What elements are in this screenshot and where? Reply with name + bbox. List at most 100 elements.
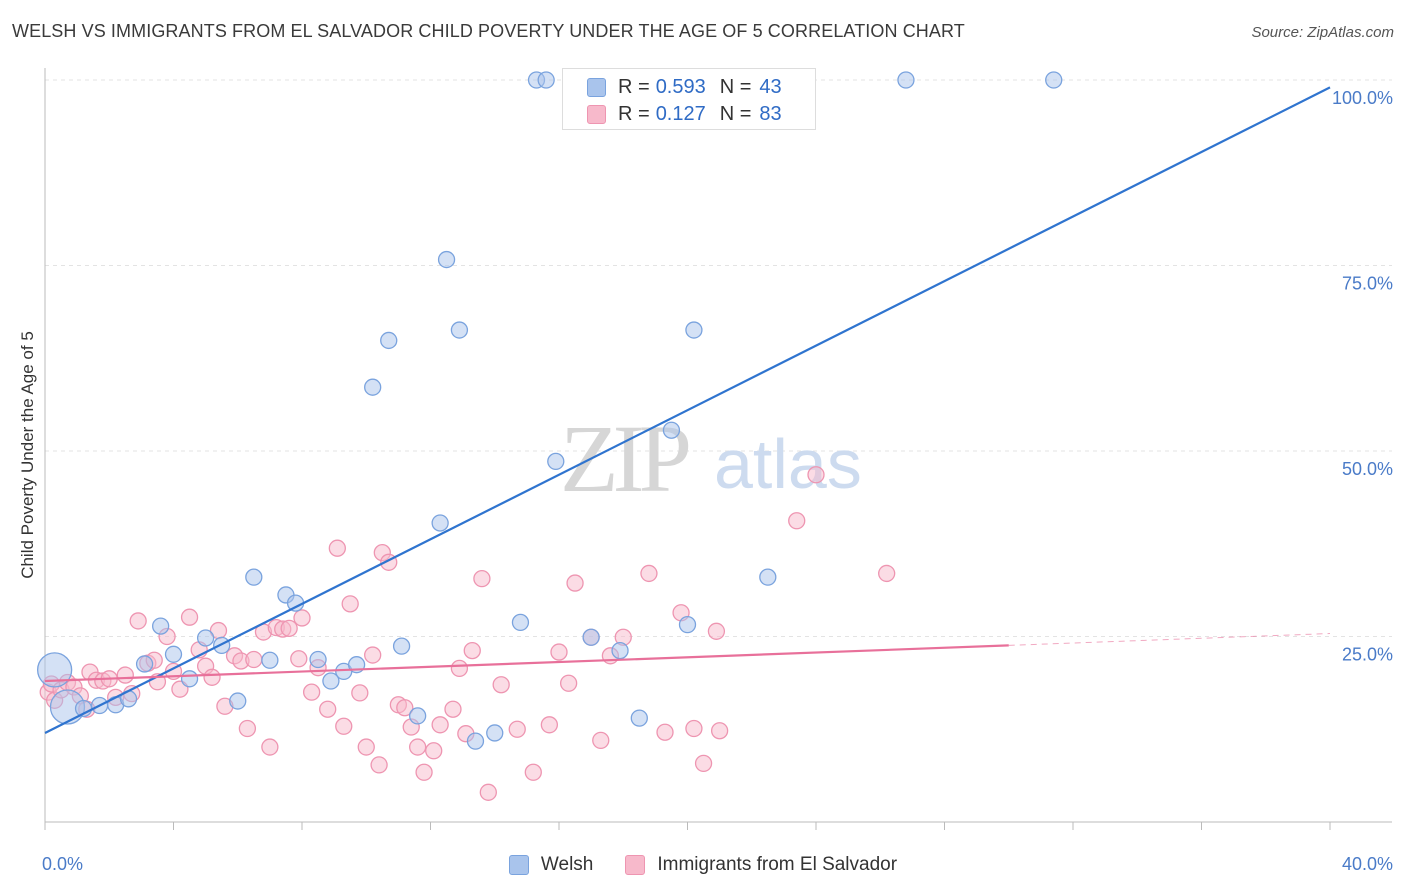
- salvador-point: [640, 564, 658, 583]
- salvador-point: [293, 609, 311, 627]
- tick-labels: 25.0% 50.0% 75.0% 100.0% 0.0% 40.0%: [42, 88, 1393, 874]
- legend-item-welsh[interactable]: Welsh: [508, 854, 593, 876]
- y-tick-label: 100.0%: [1332, 88, 1393, 108]
- salvador-point: [492, 676, 510, 694]
- salvador-point: [878, 564, 896, 583]
- salvador-point: [710, 722, 729, 740]
- salvador-point: [425, 742, 443, 760]
- legend-swatch-welsh: [508, 855, 529, 875]
- x-tick-label: 0.0%: [42, 854, 83, 874]
- salvador-point: [694, 754, 713, 773]
- salvador-trend-extension: [1008, 633, 1331, 646]
- welsh-point: [450, 321, 469, 339]
- welsh-point: [180, 670, 199, 688]
- salvador-point: [524, 763, 542, 781]
- x-tick-label: 40.0%: [1342, 854, 1393, 874]
- salvador-point: [559, 674, 578, 692]
- salvador-point: [245, 650, 263, 669]
- welsh-point: [261, 651, 279, 669]
- welsh-point: [164, 645, 183, 663]
- salvador-point: [290, 650, 308, 668]
- y-axis-title: Child Poverty Under the Age of 5: [18, 331, 37, 579]
- welsh-point: [486, 724, 504, 742]
- legend-r-label: R =: [618, 102, 650, 125]
- salvador-point: [450, 659, 469, 678]
- welsh-point: [431, 514, 449, 532]
- salvador-point: [444, 700, 462, 718]
- salvador-point: [540, 716, 559, 734]
- chart-title: WELSH VS IMMIGRANTS FROM EL SALVADOR CHI…: [12, 21, 965, 41]
- salvador-point: [180, 608, 199, 626]
- salvador-point: [357, 738, 375, 756]
- legend-row-salvador: R = 0.127 N = 83: [587, 102, 782, 126]
- salvador-point: [328, 539, 346, 557]
- salvador-point: [408, 738, 427, 756]
- legend-n-value: 43: [759, 75, 782, 98]
- salvador-point: [550, 643, 568, 661]
- salvador-point: [364, 646, 382, 664]
- legend-series: Welsh Immigrants from El Salvador: [0, 852, 1406, 878]
- salvador-point: [463, 641, 481, 660]
- salvador-point: [807, 466, 825, 484]
- welsh-point: [135, 655, 154, 673]
- salvador-point: [479, 783, 497, 801]
- welsh-point: [380, 331, 398, 350]
- salvador-point: [238, 719, 257, 738]
- legend-stats: R = 0.593 N = 43 R = 0.127 N = 83: [562, 68, 816, 130]
- welsh-point: [36, 652, 73, 688]
- legend-item-salvador[interactable]: Immigrants from El Salvador: [625, 854, 897, 876]
- watermark-atlas: atlas: [714, 425, 862, 503]
- welsh-point: [547, 452, 565, 471]
- welsh-point: [392, 637, 411, 655]
- welsh-point: [196, 629, 215, 647]
- welsh-point: [582, 628, 600, 646]
- legend-n-value: 83: [759, 102, 782, 125]
- salvador-point: [415, 763, 433, 781]
- watermark: ZIP atlas: [560, 405, 862, 512]
- welsh-point: [511, 613, 530, 632]
- y-tick-label: 25.0%: [1342, 645, 1393, 665]
- welsh-point: [151, 617, 170, 635]
- y-tick-label: 50.0%: [1342, 459, 1393, 479]
- welsh-point: [897, 71, 915, 89]
- salvador-point: [341, 595, 359, 613]
- welsh-point: [611, 641, 629, 660]
- salvador-point: [280, 619, 298, 637]
- trend-lines: [44, 86, 1331, 734]
- legend-r-label: R =: [618, 75, 650, 98]
- welsh-point: [437, 250, 456, 269]
- source-credit: Source: ZipAtlas.com: [1251, 24, 1394, 41]
- welsh-point: [685, 321, 703, 339]
- salvador-point: [592, 731, 610, 750]
- salvador-point: [788, 512, 806, 530]
- welsh-point: [408, 707, 427, 725]
- salvador-point: [707, 622, 726, 640]
- legend-swatch-welsh: [587, 77, 606, 97]
- salvador-trend-line: [44, 644, 1009, 683]
- legend-r-value: 0.127: [655, 102, 706, 125]
- welsh-point: [364, 378, 382, 396]
- watermark-zip: ZIP: [560, 405, 689, 512]
- welsh-point: [630, 709, 648, 727]
- salvador-point: [129, 612, 147, 630]
- salvador-point: [335, 717, 353, 735]
- welsh-trend-line: [44, 86, 1331, 734]
- salvador-point: [116, 666, 134, 684]
- legend-swatch-salvador: [587, 104, 606, 124]
- series-salvador-points: [39, 466, 896, 801]
- welsh-point: [1045, 71, 1063, 89]
- salvador-point: [351, 684, 369, 702]
- welsh-point: [322, 672, 340, 690]
- welsh-point: [537, 71, 555, 89]
- welsh-point: [662, 421, 681, 439]
- salvador-point: [319, 700, 337, 718]
- welsh-point: [229, 692, 247, 710]
- welsh-point: [759, 568, 777, 586]
- welsh-point: [245, 568, 263, 586]
- legend-r-value: 0.593: [655, 75, 706, 98]
- grid-lines: [45, 79, 1392, 637]
- salvador-point: [431, 716, 449, 734]
- welsh-point: [678, 615, 697, 634]
- welsh-point: [309, 650, 327, 669]
